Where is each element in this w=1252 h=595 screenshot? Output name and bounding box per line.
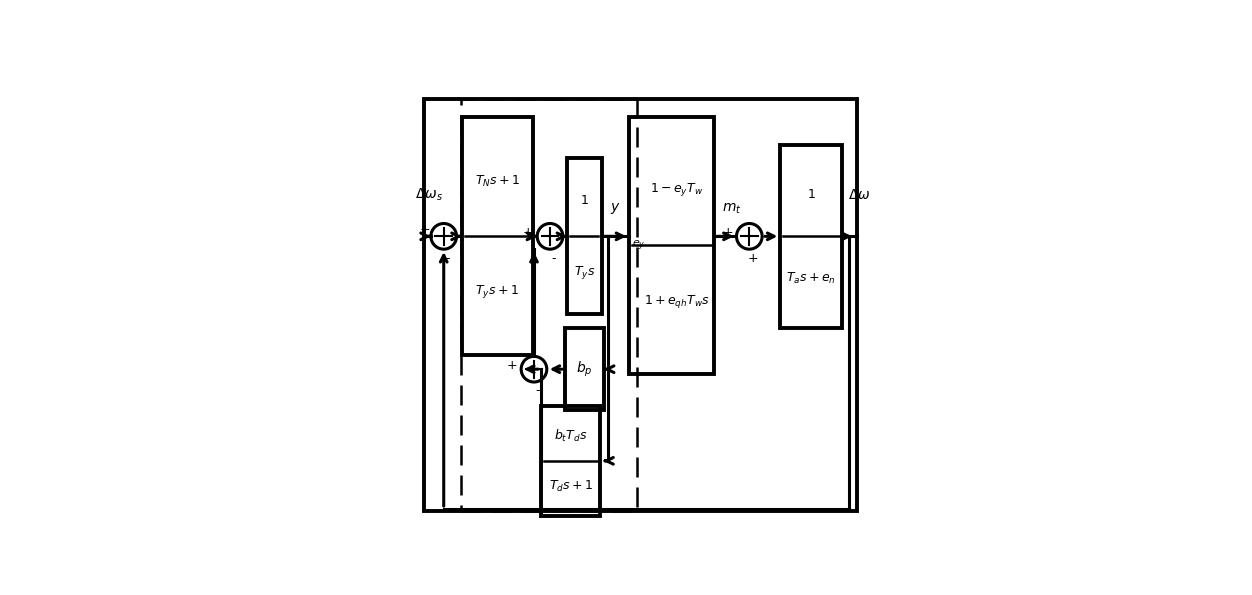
Text: +: + [507,359,517,372]
Text: $T_{N}s+1$: $T_{N}s+1$ [475,174,520,189]
Bar [567,158,601,314]
Text: +: + [722,226,732,239]
Text: $y$: $y$ [610,201,621,217]
Text: -: - [536,384,540,397]
Text: $e_y$: $e_y$ [632,238,646,253]
Text: -: - [446,252,449,265]
Bar [541,406,601,516]
Text: -: - [552,252,556,265]
Text: $1-e_yT_w$: $1-e_yT_w$ [650,180,704,198]
Text: $\Delta\omega_s$: $\Delta\omega_s$ [414,187,443,203]
Text: $m_t$: $m_t$ [721,202,741,216]
Text: $1$: $1$ [806,187,815,201]
Bar [462,117,533,355]
Text: $1+e_{qh}T_ws$: $1+e_{qh}T_ws$ [644,293,710,311]
Text: +: + [747,252,759,265]
Text: $T_{a}s+e_{n}$: $T_{a}s+e_{n}$ [786,271,836,286]
Text: +: + [419,223,429,236]
Text: $\Delta\omega$: $\Delta\omega$ [848,188,870,202]
Bar [565,328,603,411]
Text: $b_p$: $b_p$ [576,359,592,379]
Text: $T_{d}s+1$: $T_{d}s+1$ [548,478,592,494]
Text: +: + [523,226,533,239]
Text: $T_{y}s$: $T_{y}s$ [573,264,595,281]
Bar [629,117,714,374]
Text: $1$: $1$ [580,194,588,207]
Bar [780,145,843,328]
Bar [461,99,637,511]
Text: $b_tT_ds$: $b_tT_ds$ [553,427,587,444]
Text: $T_{y}s+1$: $T_{y}s+1$ [476,283,520,300]
